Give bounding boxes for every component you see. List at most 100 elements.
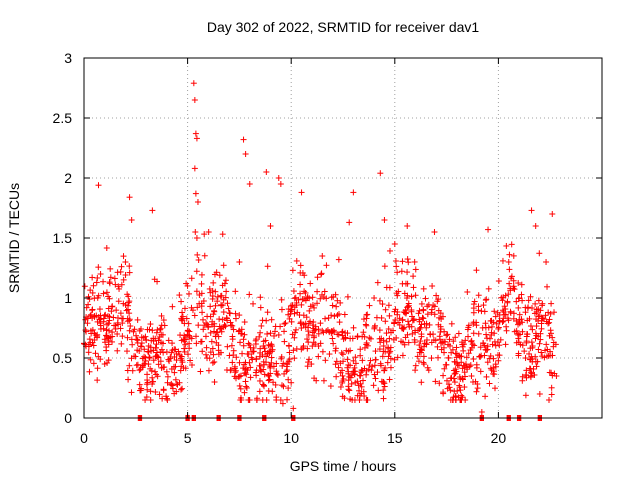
data-point bbox=[345, 370, 352, 377]
data-point bbox=[186, 340, 193, 347]
data-point bbox=[374, 279, 381, 286]
data-point bbox=[505, 259, 512, 265]
data-point bbox=[126, 310, 133, 317]
data-point bbox=[365, 366, 372, 373]
data-point bbox=[260, 366, 267, 373]
data-point bbox=[256, 333, 263, 340]
data-point bbox=[213, 329, 220, 336]
data-point bbox=[465, 333, 472, 340]
data-point bbox=[494, 339, 501, 346]
data-point bbox=[513, 298, 520, 305]
data-point bbox=[390, 327, 397, 334]
data-point bbox=[360, 329, 367, 336]
data-point bbox=[473, 364, 480, 371]
data-point bbox=[153, 371, 160, 378]
data-point bbox=[245, 340, 252, 347]
data-point bbox=[304, 293, 311, 300]
data-point bbox=[179, 385, 186, 392]
data-point bbox=[418, 346, 425, 353]
data-point bbox=[252, 341, 259, 348]
data-point bbox=[503, 327, 510, 334]
data-point bbox=[457, 397, 464, 403]
data-point bbox=[106, 280, 113, 287]
data-point bbox=[517, 341, 524, 348]
data-point bbox=[394, 269, 401, 276]
data-point bbox=[126, 194, 133, 201]
data-point bbox=[128, 336, 135, 343]
data-point bbox=[267, 342, 274, 349]
data-point bbox=[198, 280, 205, 287]
data-point bbox=[457, 387, 464, 394]
data-point bbox=[486, 380, 493, 387]
data-point bbox=[189, 307, 196, 314]
data-point bbox=[381, 263, 388, 270]
data-point bbox=[548, 300, 555, 307]
data-point bbox=[263, 169, 270, 175]
data-point bbox=[406, 323, 413, 330]
data-point bbox=[219, 282, 226, 289]
data-point bbox=[151, 368, 158, 375]
data-point bbox=[281, 338, 288, 345]
data-point bbox=[261, 345, 268, 352]
data-point bbox=[338, 349, 345, 356]
data-point bbox=[154, 326, 161, 333]
data-point bbox=[248, 354, 255, 361]
data-point bbox=[115, 298, 122, 305]
data-point bbox=[181, 345, 188, 352]
data-point bbox=[291, 310, 298, 317]
data-point bbox=[230, 326, 237, 333]
data-point bbox=[192, 190, 199, 197]
data-point bbox=[237, 372, 244, 379]
data-point bbox=[231, 365, 238, 372]
data-point bbox=[207, 289, 214, 296]
data-point bbox=[266, 376, 273, 383]
data-point bbox=[261, 371, 268, 378]
data-point bbox=[361, 344, 368, 351]
data-point bbox=[187, 357, 194, 364]
data-point bbox=[284, 396, 291, 403]
data-point bbox=[519, 373, 526, 380]
data-point bbox=[159, 340, 166, 347]
data-point bbox=[452, 350, 459, 357]
data-point bbox=[243, 384, 250, 391]
data-point bbox=[304, 345, 311, 352]
data-point bbox=[288, 306, 295, 313]
data-point bbox=[463, 354, 470, 361]
data-point bbox=[253, 356, 260, 363]
data-point bbox=[307, 303, 314, 310]
data-point bbox=[330, 340, 337, 347]
data-point bbox=[372, 356, 379, 363]
data-point bbox=[341, 395, 348, 402]
data-point bbox=[503, 242, 510, 249]
data-point bbox=[138, 340, 145, 347]
data-point bbox=[184, 351, 191, 358]
data-point bbox=[181, 348, 188, 355]
data-point bbox=[321, 288, 328, 295]
data-point bbox=[297, 290, 304, 297]
data-point bbox=[298, 301, 305, 308]
data-point bbox=[236, 382, 243, 389]
data-point bbox=[331, 313, 338, 320]
data-point bbox=[515, 350, 522, 357]
data-point bbox=[128, 355, 135, 362]
data-point bbox=[418, 321, 425, 328]
data-point bbox=[451, 358, 458, 365]
data-point bbox=[439, 313, 446, 320]
data-point bbox=[357, 352, 364, 359]
data-point bbox=[273, 397, 280, 403]
data-point bbox=[152, 389, 159, 396]
data-point bbox=[89, 274, 96, 281]
data-point bbox=[220, 262, 227, 269]
data-point bbox=[420, 306, 427, 313]
data-point bbox=[386, 335, 393, 342]
data-point bbox=[228, 342, 235, 349]
data-point bbox=[354, 333, 361, 340]
data-point bbox=[435, 354, 442, 361]
data-point bbox=[433, 292, 440, 299]
data-point bbox=[290, 405, 297, 412]
data-point bbox=[86, 368, 93, 375]
data-point bbox=[114, 331, 121, 337]
data-point bbox=[393, 290, 400, 297]
data-point bbox=[133, 332, 140, 339]
data-point bbox=[511, 286, 518, 293]
